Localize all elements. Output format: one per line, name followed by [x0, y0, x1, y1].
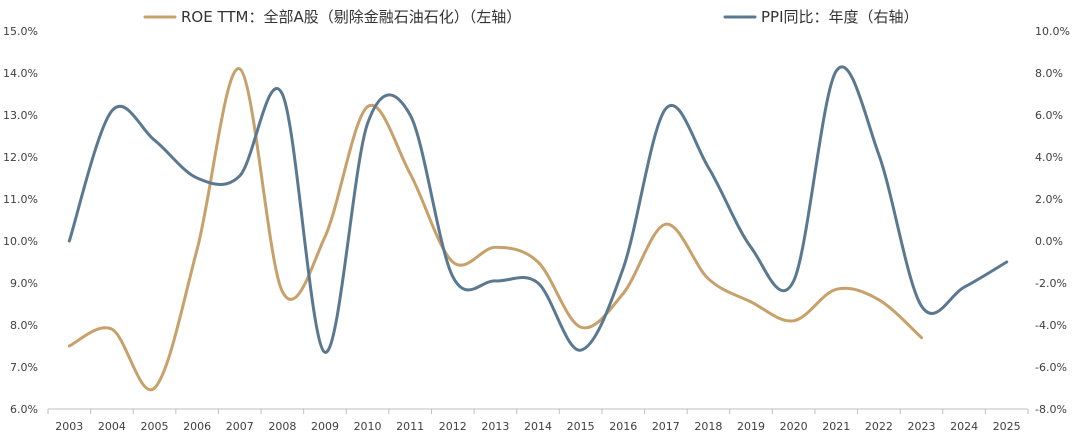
x-tick-label: 2025	[993, 420, 1021, 433]
right-y-tick-label: -8.0%	[1035, 403, 1067, 416]
x-tick-label: 2023	[907, 420, 935, 433]
left-y-tick-label: 14.0%	[3, 67, 38, 80]
x-tick-label: 2007	[226, 420, 254, 433]
x-tick-label: 2014	[524, 420, 552, 433]
x-axis-ticks: 2003 2004 2005 2006 2007 2008 2009 2010 2011 2012…	[47, 409, 1029, 433]
right-y-tick-label: -4.0%	[1035, 319, 1067, 332]
x-tick-label: 2011	[396, 420, 424, 433]
x-tick-label: 2019	[737, 420, 765, 433]
x-tick-label: 2022	[865, 420, 893, 433]
series-line-ppi	[67, 65, 1009, 354]
legend-label-roe: ROE TTM：全部A股（剔除金融石油石化）（左轴）	[181, 8, 521, 26]
left-y-tick-label: 15.0%	[3, 25, 38, 38]
left-y-tick-label: 10.0%	[3, 235, 38, 248]
left-y-axis-ticks: 6.0% 7.0% 8.0% 9.0% 10.0% 11.0% 12.0% 13.0% 14.0…	[3, 25, 38, 416]
legend: ROE TTM：全部A股（剔除金融石油石化）（左轴） PPI同比：年度（右轴）	[143, 8, 919, 26]
x-tick-label: 2009	[311, 420, 339, 433]
left-y-tick-label: 13.0%	[3, 109, 38, 122]
x-tick-label: 2020	[780, 420, 808, 433]
x-tick-label: 2013	[481, 420, 509, 433]
right-y-tick-label: -2.0%	[1035, 277, 1067, 290]
x-tick-label: 2010	[354, 420, 382, 433]
legend-label-ppi: PPI同比：年度（右轴）	[761, 8, 919, 26]
x-tick-label: 2005	[141, 420, 169, 433]
left-y-tick-label: 7.0%	[10, 361, 38, 374]
x-tick-label: 2016	[609, 420, 637, 433]
left-y-tick-label: 6.0%	[10, 403, 38, 416]
x-tick-label: 2021	[822, 420, 850, 433]
right-y-tick-label: 4.0%	[1035, 151, 1063, 164]
x-tick-label: 2003	[55, 420, 83, 433]
left-y-tick-label: 9.0%	[10, 277, 38, 290]
x-tick-label: 2018	[694, 420, 722, 433]
left-y-tick-label: 8.0%	[10, 319, 38, 332]
series-line-roe	[67, 67, 923, 392]
right-y-tick-label: 10.0%	[1035, 25, 1070, 38]
right-y-tick-label: 8.0%	[1035, 67, 1063, 80]
x-tick-label: 2024	[950, 420, 978, 433]
x-tick-label: 2017	[652, 420, 680, 433]
right-y-tick-label: 0.0%	[1035, 235, 1063, 248]
left-y-tick-label: 12.0%	[3, 151, 38, 164]
left-y-tick-label: 11.0%	[3, 193, 38, 206]
x-tick-label: 2004	[98, 420, 126, 433]
right-y-tick-label: -6.0%	[1035, 361, 1067, 374]
right-y-axis-ticks: -8.0% -6.0% -4.0% -2.0% 0.0% 2.0% 4.0% 6.0% 8.0%…	[1035, 25, 1070, 416]
x-tick-label: 2015	[567, 420, 595, 433]
x-tick-label: 2008	[268, 420, 296, 433]
x-tick-label: 2012	[439, 420, 467, 433]
right-y-tick-label: 2.0%	[1035, 193, 1063, 206]
right-y-tick-label: 6.0%	[1035, 109, 1063, 122]
x-tick-label: 2006	[183, 420, 211, 433]
